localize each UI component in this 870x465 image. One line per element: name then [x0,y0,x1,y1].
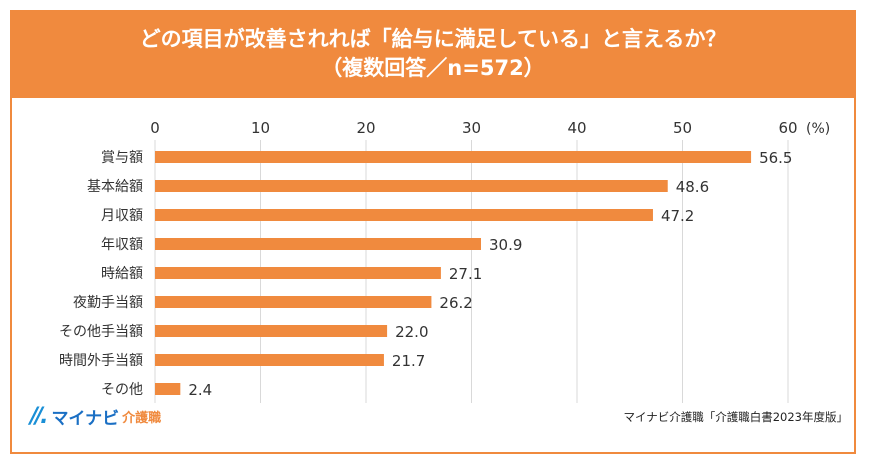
chart-header: どの項目が改善されれば「給与に満足している」と言えるか？ （複数回答／n=572… [12,12,854,98]
bar [155,296,432,308]
x-tick-label: 40 [567,119,586,137]
value-label: 47.2 [661,207,694,225]
bar [155,325,388,337]
chart-subtitle: （複数回答／n=572） [321,56,545,80]
chart-title: どの項目が改善されれば「給与に満足している」と言えるか？ [139,27,727,51]
category-label: その他手当額 [59,324,143,340]
logo-brand-text: マイナビ [51,409,120,429]
category-label: 基本給額 [87,178,143,195]
bar [155,354,384,366]
bar [155,151,752,163]
category-label: 月収額 [101,208,143,224]
x-tick-label: 20 [356,119,375,137]
category-label: その他 [101,382,143,398]
value-label: 26.2 [439,294,472,312]
value-label: 48.6 [676,178,709,196]
x-tick-label: 10 [251,119,270,137]
category-label: 夜勤手当額 [73,295,143,311]
x-tick-label: 60 [778,119,797,137]
unit-label: (%) [806,121,830,137]
category-label: 時間外手当額 [59,353,143,369]
value-label: 27.1 [449,265,482,283]
value-label: 2.4 [188,381,212,399]
bar [155,209,653,221]
bar [155,238,481,250]
category-label: 時給額 [101,266,143,282]
x-tick-label: 30 [462,119,481,137]
value-label: 21.7 [392,352,425,370]
bar [155,383,181,395]
bar [155,267,441,279]
brand-logo: //. マイナビ 介護職 [30,404,161,429]
value-label: 22.0 [395,323,428,341]
source-note: マイナビ介護職「介護職白書2023年度版」 [623,410,848,424]
category-label: 賞与額 [101,150,143,166]
logo-mark-icon: //. [30,404,49,429]
logo-sub-text: 介護職 [122,411,162,426]
value-label: 30.9 [489,236,522,254]
value-label: 56.5 [759,149,792,167]
x-tick-label: 50 [673,119,692,137]
chart-frame: どの項目が改善されれば「給与に満足している」と言えるか？ （複数回答／n=572… [10,10,856,454]
category-label: 年収額 [101,237,143,253]
x-tick-label: 0 [150,119,160,137]
bar [155,180,668,192]
